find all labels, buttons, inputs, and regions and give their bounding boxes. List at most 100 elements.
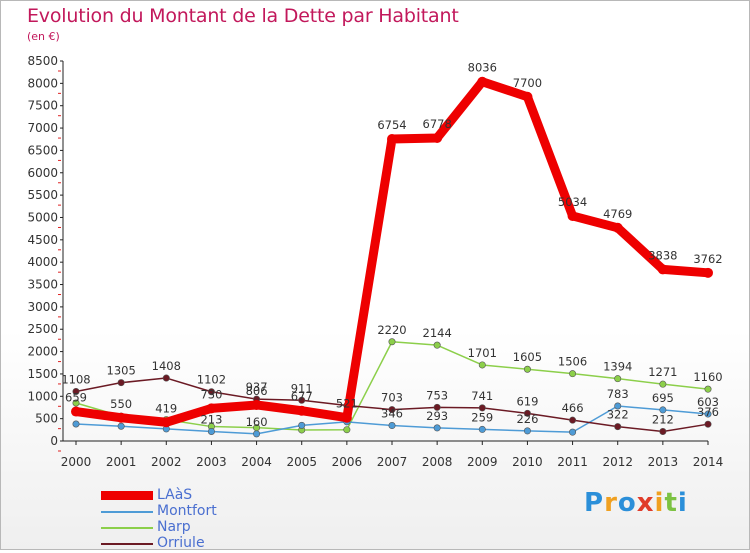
x-tick-label: 2009 <box>467 455 498 469</box>
data-label-narp: 1394 <box>603 360 632 374</box>
data-label-la-s: 7700 <box>513 76 542 90</box>
data-label-orriule: 376 <box>697 405 719 419</box>
legend-label-narp: Narp <box>157 519 191 535</box>
data-label-orriule: 212 <box>652 413 674 427</box>
data-point-montfort <box>569 428 577 436</box>
data-point-narp <box>659 380 667 388</box>
y-tick-label: 3500 <box>27 278 58 292</box>
data-label-orriule: 322 <box>607 408 629 422</box>
data-point-la-s <box>206 403 217 414</box>
data-point-montfort <box>523 427 531 435</box>
data-point-montfort <box>704 410 712 418</box>
y-tick-label: 0 <box>50 434 58 448</box>
data-point-narp <box>704 385 712 393</box>
x-tick-label: 2010 <box>512 455 543 469</box>
data-point-la-s <box>116 412 127 423</box>
data-point-narp <box>569 370 577 378</box>
data-point-la-s <box>161 417 172 428</box>
data-label-la-s: 4769 <box>603 207 632 221</box>
legend-swatch-narp <box>101 527 153 529</box>
data-label-orriule: 619 <box>516 394 538 408</box>
data-point-la-s <box>296 405 307 416</box>
x-tick-label: 2013 <box>648 455 679 469</box>
y-tick-label: 7000 <box>27 121 58 135</box>
x-tick-label: 2007 <box>377 455 408 469</box>
data-point-orriule <box>659 428 667 436</box>
y-tick-label: 5000 <box>27 210 58 224</box>
x-tick-label: 2012 <box>602 455 633 469</box>
data-label-orriule: 741 <box>471 389 493 403</box>
y-tick-label: 5500 <box>27 188 58 202</box>
x-tick-label: 2008 <box>422 455 453 469</box>
data-point-montfort <box>388 422 396 430</box>
data-label-la-s: 677 <box>291 390 313 404</box>
data-point-la-s <box>387 134 397 145</box>
data-point-narp <box>72 399 80 407</box>
y-tick-label: 2000 <box>27 345 58 359</box>
data-label-la-s: 730 <box>200 387 222 401</box>
chart-title: Evolution du Montant de la Dette par Hab… <box>27 5 459 27</box>
data-point-orriule <box>569 416 577 424</box>
data-point-narp <box>523 365 531 373</box>
data-point-la-s <box>251 399 262 410</box>
y-tick-label: 8000 <box>27 76 58 90</box>
data-label-narp: 2220 <box>377 323 406 337</box>
data-label-orriule: 937 <box>246 380 268 394</box>
data-label-montfort: 213 <box>200 412 222 426</box>
data-point-orriule <box>72 387 80 395</box>
data-point-narp <box>433 341 441 349</box>
data-point-la-s <box>522 91 533 102</box>
data-label-narp: 1701 <box>468 346 497 360</box>
data-label-la-s: 659 <box>65 391 87 405</box>
y-tick-label: 6000 <box>27 166 58 180</box>
data-point-orriule <box>478 404 486 412</box>
data-point-montfort <box>117 422 125 430</box>
y-tick-label: 6500 <box>27 143 58 157</box>
data-point-la-s <box>477 76 488 87</box>
data-label-orriule: 753 <box>426 388 448 402</box>
data-point-montfort <box>72 420 80 428</box>
data-point-montfort <box>614 402 622 410</box>
data-label-la-s: 3838 <box>648 248 677 262</box>
x-tick-label: 2011 <box>557 455 588 469</box>
data-label-montfort: 783 <box>607 387 629 401</box>
chart-subtitle: (en €) <box>27 30 60 43</box>
data-label-narp: 1506 <box>558 355 587 369</box>
data-label-narp: 1605 <box>513 350 542 364</box>
x-tick-label: 2001 <box>106 455 137 469</box>
legend-swatch-laas <box>101 491 153 500</box>
y-tick-label: 4000 <box>27 255 58 269</box>
data-point-orriule <box>162 374 170 382</box>
y-tick-label: 3000 <box>27 300 58 314</box>
data-label-la-s: 419 <box>155 401 177 415</box>
data-label-la-s: 8036 <box>468 61 497 75</box>
data-point-orriule <box>523 409 531 417</box>
data-label-orriule: 1108 <box>61 372 90 386</box>
y-tick-label: 1000 <box>27 389 58 403</box>
data-point-orriule <box>298 396 306 404</box>
data-point-la-s <box>703 267 713 278</box>
x-tick-label: 2004 <box>241 455 272 469</box>
data-label-montfort: 346 <box>381 407 403 421</box>
data-label-narp: 2144 <box>423 326 452 340</box>
data-label-orriule: 703 <box>381 391 403 405</box>
data-label-la-s: 550 <box>110 397 132 411</box>
data-point-orriule <box>704 420 712 428</box>
data-point-narp <box>478 361 486 369</box>
data-label-narp: 1271 <box>648 365 677 379</box>
legend-swatch-orriule <box>101 543 153 545</box>
data-label-montfort: 603 <box>697 395 719 409</box>
data-label-la-s: 3762 <box>693 252 722 266</box>
data-label-la-s: 521 <box>336 397 358 411</box>
y-tick-label: 500 <box>35 412 58 426</box>
data-label-orriule: 466 <box>562 401 584 415</box>
data-label-orriule: 911 <box>291 381 313 395</box>
data-point-la-s <box>432 132 443 143</box>
data-point-montfort <box>298 421 306 429</box>
legend-label-montfort: Montfort <box>157 503 217 519</box>
x-tick-label: 2014 <box>693 455 724 469</box>
data-label-orriule: 1408 <box>152 359 181 373</box>
data-point-la-s <box>612 222 623 233</box>
data-label-la-s: 6754 <box>377 118 406 132</box>
